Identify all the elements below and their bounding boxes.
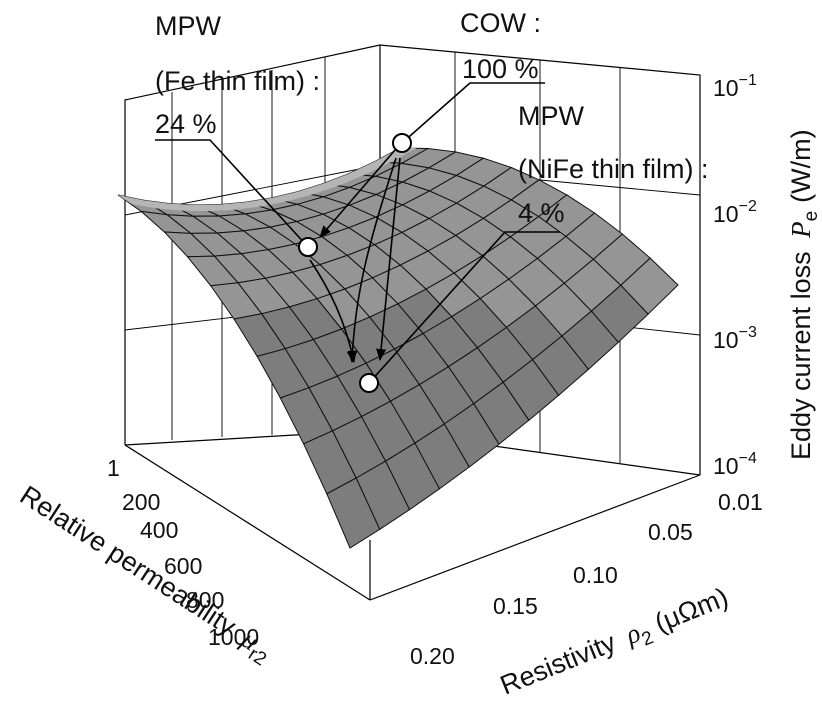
arrow-fe-to-nife (309, 259, 357, 363)
surface-patch (620, 257, 679, 315)
z-axis-label-unit: (W/m) (786, 129, 816, 202)
label-nife-line3: 4 % (518, 198, 565, 228)
label-nife-line1: MPW (518, 101, 585, 131)
z-tick-label: 10−1 (713, 72, 757, 101)
label-cow-line2: 100 % (462, 54, 539, 84)
z-tick-label: 10−3 (713, 324, 757, 353)
point-mpw-fe (298, 237, 318, 257)
annotation-labels: MPW (Fe thin film) : 24 % COW : 100 % MP… (155, 8, 709, 228)
point-mpw-nife (359, 373, 379, 393)
leader-line-cow (401, 82, 471, 144)
label-fe-line2: (Fe thin film) : (155, 66, 320, 96)
y-tick-label: 0.15 (493, 593, 538, 619)
back-right-wall (379, 44, 701, 475)
floor-edge-front-right (369, 474, 701, 601)
z-tick-label: 10−4 (713, 450, 757, 479)
z-tick-label: 10−2 (713, 198, 757, 227)
label-fe-line1: MPW (155, 11, 222, 41)
arrow-cow-to-nife-1 (376, 157, 401, 361)
surface-top-band (118, 147, 417, 212)
y-tick-label: 0.20 (410, 643, 455, 669)
y-axis-label-unit: (μΩm) (650, 582, 732, 638)
x-tick-label: 600 (164, 553, 202, 579)
z-axis-label-prefix: Eddy current loss (786, 251, 816, 460)
x-tick-label: 200 (122, 489, 160, 515)
z-axis-label-subscript: e (801, 211, 822, 222)
x-tick-label: 1 (107, 455, 120, 481)
y-axis-label-prefix: Resistivity (496, 627, 620, 701)
y-axis-ticks: 0.01 0.05 0.10 0.15 0.20 (410, 489, 763, 669)
floor-edge-front-left (124, 444, 371, 601)
arrow-cow-to-nife-2 (347, 157, 397, 363)
arrow-cow-to-fe (319, 149, 396, 238)
z-axis-label: Eddy current loss Pe (W/m) (786, 129, 822, 460)
leader-line-nife (368, 231, 560, 384)
design-points (298, 133, 412, 393)
label-cow-line1: COW : (460, 8, 541, 38)
x-tick-label: 400 (140, 517, 178, 543)
annotation-arrows (155, 82, 560, 384)
leader-line-fe (155, 139, 309, 248)
y-tick-label: 0.05 (648, 519, 693, 545)
y-tick-label: 0.01 (718, 489, 763, 515)
label-nife-line2: (NiFe thin film) : (518, 154, 709, 184)
y-tick-label: 0.10 (573, 562, 618, 588)
x-tick-label: 1000 (208, 624, 259, 650)
z-axis-label-symbol: P (786, 221, 816, 239)
y-axis-label-subscript: 2 (639, 627, 657, 650)
x-tick-label: 800 (186, 587, 224, 613)
loss-surface (117, 147, 679, 549)
z-axis-ticks: 10−1 10−2 10−3 10−4 (713, 72, 757, 479)
point-cow (392, 133, 412, 153)
label-fe-line3: 24 % (155, 109, 217, 139)
